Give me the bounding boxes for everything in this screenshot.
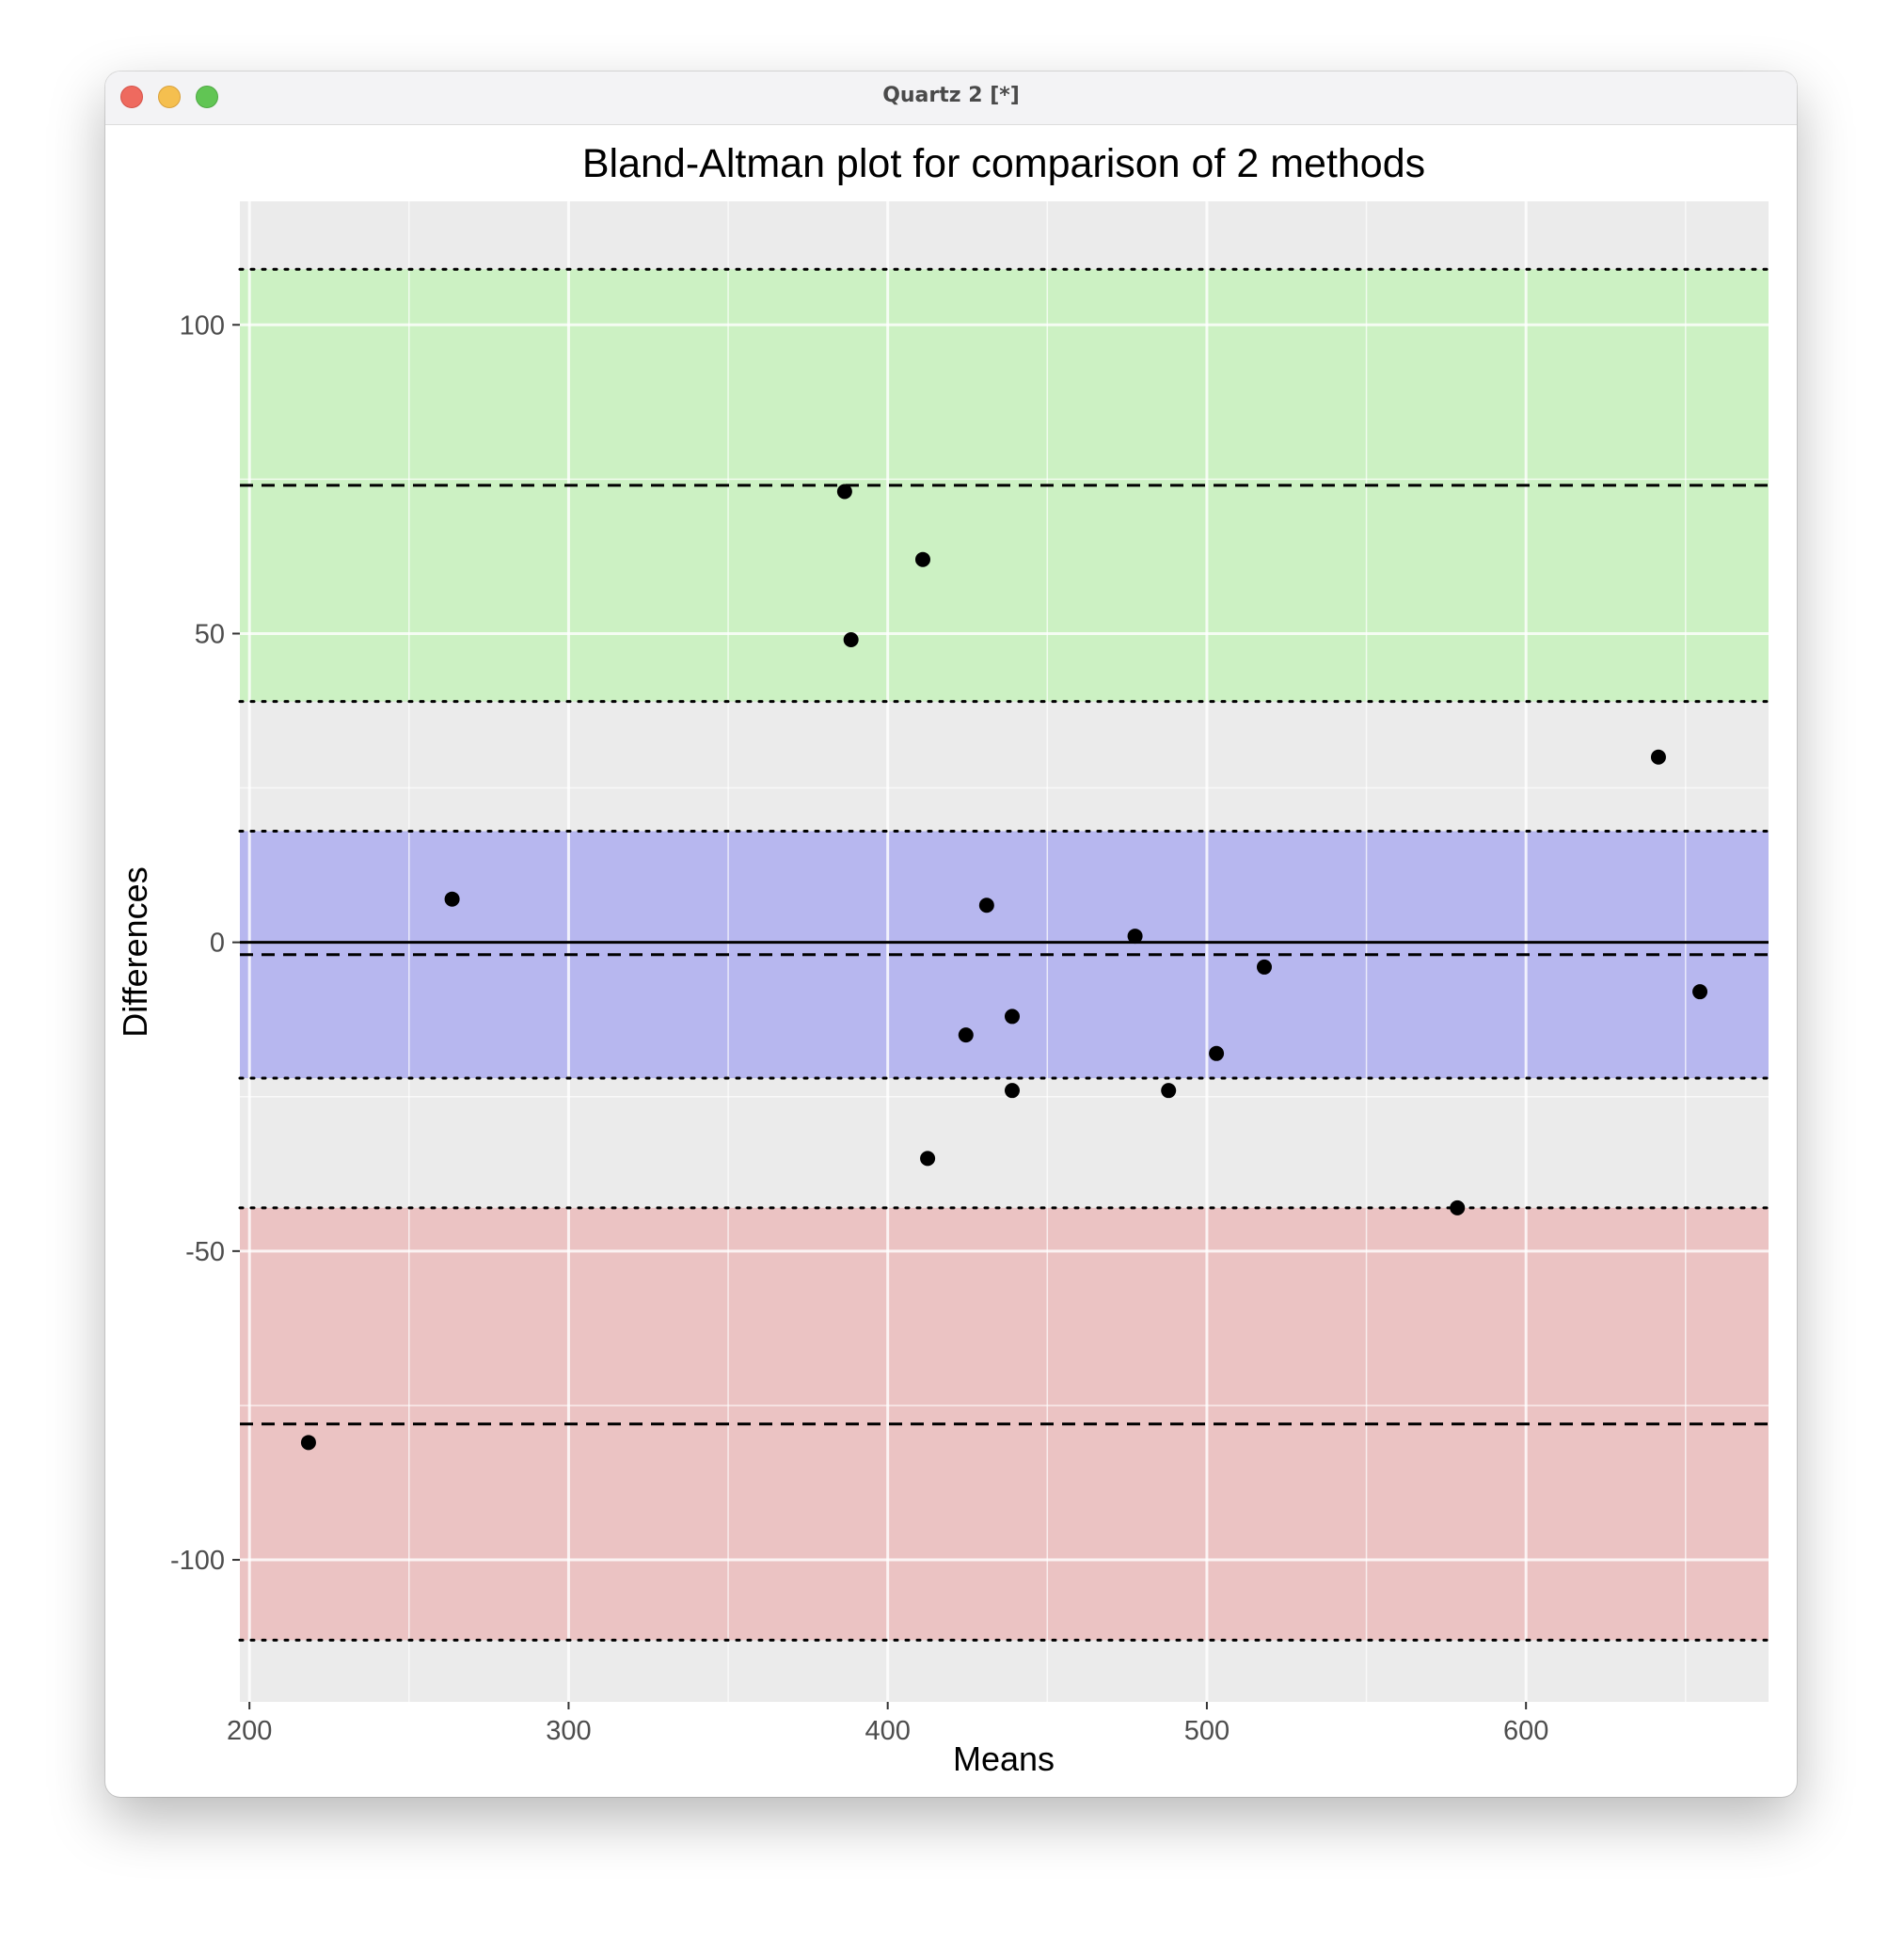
chart-title: Bland-Altman plot for comparison of 2 me… (582, 141, 1425, 186)
x-tick-label-3: 500 (1184, 1716, 1230, 1746)
y-axis-label: Differences (116, 866, 154, 1037)
data-point-12 (1209, 1045, 1225, 1061)
bland-altman-plot: Bland-Altman plot for comparison of 2 me… (116, 141, 1770, 1778)
data-point-14 (1450, 1199, 1466, 1215)
window-title: Quartz 2 [*] (882, 84, 1020, 107)
data-point-11 (1161, 1083, 1177, 1099)
reference-lines (238, 267, 1770, 1642)
plot-window: Quartz 2 [*] Bland-Altman plot for compa… (105, 71, 1797, 1797)
y-tick-label-2: 0 (210, 929, 225, 959)
data-point-8 (1004, 1009, 1020, 1025)
data-point-3 (843, 632, 859, 648)
data-point-15 (1650, 749, 1666, 765)
zoom-button[interactable] (196, 86, 218, 108)
y-tick-label-1: -50 (185, 1237, 225, 1267)
data-point-10 (1127, 929, 1143, 945)
y-tick-label-4: 100 (180, 310, 225, 341)
close-button[interactable] (120, 86, 143, 108)
x-tick-label-1: 300 (546, 1716, 591, 1746)
data-point-7 (978, 898, 994, 913)
data-point-6 (958, 1027, 974, 1043)
x-tick-label-0: 200 (227, 1716, 272, 1746)
window-titlebar[interactable]: Quartz 2 [*] (105, 71, 1797, 125)
x-tick-label-2: 400 (865, 1716, 910, 1746)
grid-lines (240, 201, 1769, 1702)
data-point-5 (920, 1151, 936, 1167)
y-tick-label-0: -100 (170, 1546, 225, 1576)
data-point-4 (914, 551, 930, 567)
data-point-9 (1004, 1083, 1020, 1099)
data-point-16 (1692, 984, 1708, 1000)
x-axis-label: Means (953, 1739, 1055, 1778)
x-tick-label-4: 600 (1503, 1716, 1548, 1746)
data-point-2 (836, 484, 852, 500)
data-points (300, 484, 1708, 1451)
data-point-13 (1256, 959, 1272, 975)
data-point-0 (300, 1435, 316, 1451)
y-tick-label-3: 50 (195, 619, 225, 649)
axes: 200 300 400 500 600 -100 -50 0 50 100 (170, 310, 1548, 1746)
data-point-1 (444, 891, 460, 907)
minimize-button[interactable] (158, 86, 181, 108)
